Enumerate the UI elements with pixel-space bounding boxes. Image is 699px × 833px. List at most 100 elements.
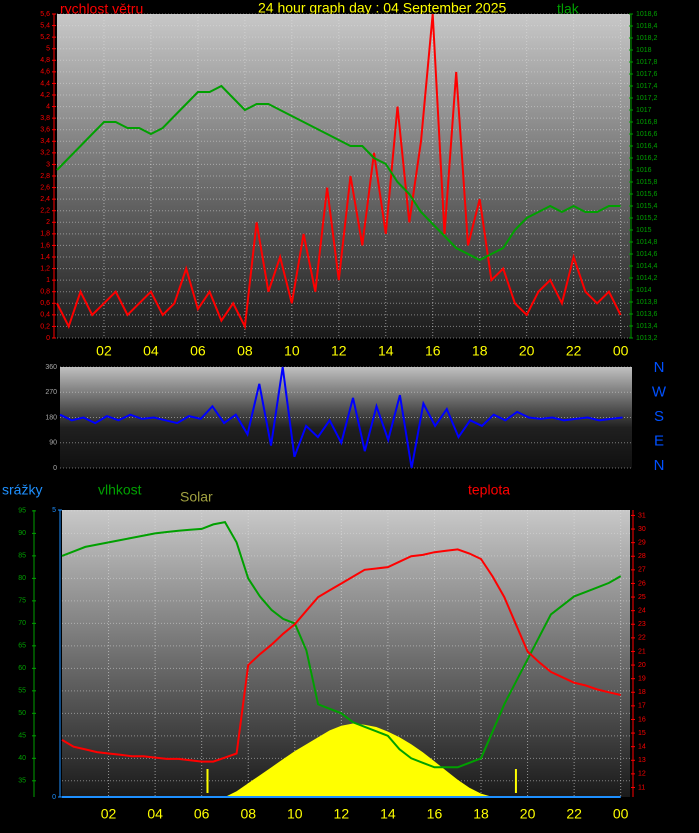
line bbox=[61, 520, 622, 769]
y-tick-label: 1015,4 bbox=[636, 203, 658, 210]
direction-label: N bbox=[654, 359, 665, 376]
solar-label: Solar bbox=[180, 489, 213, 505]
y-tick-label: 1017,4 bbox=[636, 83, 658, 90]
y-tick-label: 45 bbox=[18, 733, 26, 740]
x-tick-label: 08 bbox=[237, 343, 253, 359]
y-tick-label: 1014,6 bbox=[636, 251, 658, 258]
x-tick-label: 10 bbox=[287, 806, 303, 822]
direction-label: S bbox=[654, 408, 664, 425]
x-tick-label: 04 bbox=[143, 343, 159, 359]
line bbox=[56, 13, 622, 330]
y-tick-label: 1 bbox=[46, 277, 50, 284]
y-tick-label: 27 bbox=[638, 567, 646, 574]
y-tick-label: 4,2 bbox=[40, 92, 50, 99]
y-tick-label: 12 bbox=[638, 771, 646, 778]
y-tick-label: 5,6 bbox=[40, 11, 50, 18]
y-tick-label: 5 bbox=[46, 46, 50, 53]
y-tick-label: 24 bbox=[638, 607, 646, 614]
y-tick-label: 1017,8 bbox=[636, 59, 658, 66]
x-tick-label: 02 bbox=[96, 343, 112, 359]
y-tick-label: 1013,6 bbox=[636, 311, 658, 318]
pressure-label: tlak bbox=[557, 1, 580, 17]
y-tick-label: 29 bbox=[638, 539, 646, 546]
direction-label: N bbox=[654, 457, 665, 474]
y-tick-label: 28 bbox=[638, 553, 646, 560]
x-tick-label: 12 bbox=[334, 806, 350, 822]
y-tick-label: 1014,2 bbox=[636, 275, 658, 282]
y-tick-label: 1,4 bbox=[40, 254, 50, 261]
y-tick-label: 1018,4 bbox=[636, 23, 658, 30]
y-tick-label: 60 bbox=[18, 665, 26, 672]
y-tick-label: 4,8 bbox=[40, 57, 50, 64]
x-tick-label: 04 bbox=[147, 806, 163, 822]
y-tick-label: 23 bbox=[638, 621, 646, 628]
x-tick-label: 00 bbox=[613, 806, 629, 822]
y-tick-label: 31 bbox=[638, 512, 646, 519]
direction-label: E bbox=[654, 432, 664, 449]
x-tick-label: 06 bbox=[190, 343, 206, 359]
y-tick-label: 1016,8 bbox=[636, 119, 658, 126]
y-tick-label: 1015 bbox=[636, 227, 652, 234]
y-tick-label: 5 bbox=[52, 507, 56, 514]
y-tick-label: 0,8 bbox=[40, 289, 50, 296]
y-tick-label: 17 bbox=[638, 703, 646, 710]
y-tick-label: 0 bbox=[53, 465, 57, 472]
y-tick-label: 1014,8 bbox=[636, 239, 658, 246]
x-tick-label: 08 bbox=[240, 806, 256, 822]
y-tick-label: 14 bbox=[638, 744, 646, 751]
y-tick-label: 1018 bbox=[636, 47, 652, 54]
y-tick-label: 1013,4 bbox=[636, 323, 658, 330]
wind-speed-label: rychlost větru bbox=[60, 1, 143, 17]
x-tick-label: 16 bbox=[425, 343, 441, 359]
y-tick-label: 1017 bbox=[636, 107, 652, 114]
y-tick-label: 85 bbox=[18, 553, 26, 560]
x-tick-label: 14 bbox=[378, 343, 394, 359]
y-tick-label: 22 bbox=[638, 635, 646, 642]
plot-background bbox=[57, 14, 630, 338]
y-tick-label: 1017,6 bbox=[636, 71, 658, 78]
y-tick-label: 4,4 bbox=[40, 80, 50, 87]
y-tick-label: 65 bbox=[18, 643, 26, 650]
x-tick-label: 02 bbox=[101, 806, 117, 822]
rain-label: srážky bbox=[2, 482, 42, 498]
x-tick-label: 00 bbox=[613, 343, 629, 359]
y-tick-label: 0 bbox=[52, 794, 56, 801]
x-tick-label: 12 bbox=[331, 343, 347, 359]
y-tick-label: 360 bbox=[45, 364, 57, 371]
y-tick-label: 3,8 bbox=[40, 115, 50, 122]
y-tick-label: 4 bbox=[46, 103, 50, 110]
y-tick-label: 0,4 bbox=[40, 312, 50, 319]
y-tick-label: 1015,8 bbox=[636, 179, 658, 186]
y-tick-label: 1015,6 bbox=[636, 191, 658, 198]
y-tick-label: 20 bbox=[638, 662, 646, 669]
y-tick-label: 35 bbox=[18, 778, 26, 785]
y-tick-label: 1014 bbox=[636, 287, 652, 294]
y-tick-label: 180 bbox=[45, 414, 57, 421]
y-tick-label: 90 bbox=[18, 530, 26, 537]
y-tick-label: 1016 bbox=[636, 167, 652, 174]
y-tick-label: 21 bbox=[638, 648, 646, 655]
y-tick-label: 2,2 bbox=[40, 208, 50, 215]
y-tick-label: 2,6 bbox=[40, 184, 50, 191]
y-tick-label: 25 bbox=[638, 594, 646, 601]
y-tick-label: 0 bbox=[46, 335, 50, 342]
y-tick-label: 1017,2 bbox=[636, 95, 658, 102]
y-tick-label: 4,6 bbox=[40, 69, 50, 76]
y-tick-label: 5,2 bbox=[40, 34, 50, 41]
y-tick-label: 1016,4 bbox=[636, 143, 658, 150]
line bbox=[56, 84, 621, 262]
y-tick-label: 1015,2 bbox=[636, 215, 658, 222]
y-tick-label: 2,4 bbox=[40, 196, 50, 203]
y-tick-label: 50 bbox=[18, 710, 26, 717]
y-tick-label: 1,2 bbox=[40, 265, 50, 272]
y-tick-label: 40 bbox=[18, 755, 26, 762]
x-tick-label: 22 bbox=[566, 806, 582, 822]
y-tick-label: 3,2 bbox=[40, 150, 50, 157]
y-tick-label: 95 bbox=[18, 508, 26, 515]
humidity-label: vlhkost bbox=[98, 482, 142, 498]
y-tick-label: 19 bbox=[638, 676, 646, 683]
y-tick-label: 75 bbox=[18, 598, 26, 605]
y-tick-label: 15 bbox=[638, 730, 646, 737]
